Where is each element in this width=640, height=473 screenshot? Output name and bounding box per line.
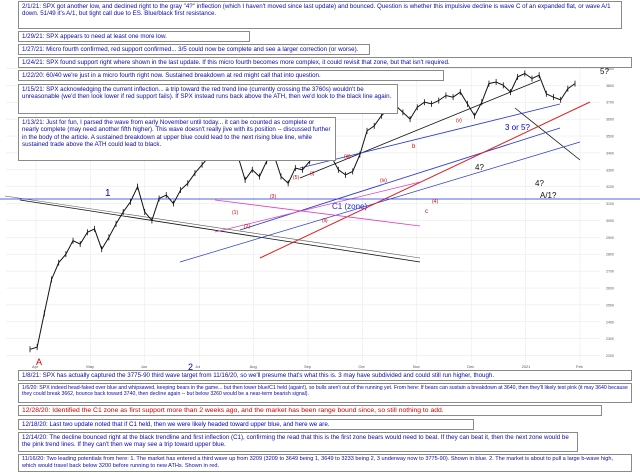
x-axis-tick-labels: Apr May Jun Jul Aug Sep Oct Nov Dec 2021 Feb xyxy=(32,364,584,369)
x-tick-label: Nov xyxy=(413,364,420,369)
note-12-14-20: 12/14/20: The decline bounced right at t… xyxy=(18,432,578,452)
red-trendline xyxy=(259,101,591,259)
wave-label-small-4: (4) xyxy=(432,199,438,205)
y-tick-label: 3200 xyxy=(606,185,614,189)
x-tick-label: Dec xyxy=(467,364,474,369)
wave-label-5-right: 5? xyxy=(600,67,609,76)
note-1-13-21: 1/13/21: Just for fun, I parsed the wave… xyxy=(18,117,336,161)
note-1-6-20: 1/6/20: SPX indeed head-faked over blue … xyxy=(18,383,632,403)
wave-label-4-a: 4? xyxy=(475,163,484,172)
note-1-15-21: 1/15/21: SPX acknowledging the current i… xyxy=(18,84,398,114)
x-tick-label: Jun xyxy=(141,364,147,369)
wave-label-A: A xyxy=(36,357,42,367)
y-tick-label: 2500 xyxy=(606,303,614,307)
blue-line-long xyxy=(179,141,581,263)
y-tick-label: 3600 xyxy=(606,118,614,122)
y-tick-label: 2700 xyxy=(606,270,614,274)
black-trendline-right xyxy=(514,107,581,161)
note-2-1-21: 2/1/21: SPX got another low, and decline… xyxy=(18,1,622,29)
y-tick-label: 3800 xyxy=(606,84,614,88)
x-tick-label: 2021 xyxy=(522,364,532,369)
y-tick-label: 3500 xyxy=(606,135,614,139)
pink-trendline-a xyxy=(214,199,421,227)
wave-label-3-or-5: 3 or 5? xyxy=(505,123,530,132)
wave-label-roman-i: (i) xyxy=(310,171,315,177)
x-tick-label: May xyxy=(86,364,94,369)
note-1-29-21: 1/29/21: SPX appears to need at least on… xyxy=(18,31,250,42)
y-tick-label: 2400 xyxy=(606,320,614,324)
black-trendline-upper xyxy=(299,79,541,179)
wave-label-small-1: (1) xyxy=(232,210,238,216)
wave-label-1: 1 xyxy=(105,188,111,199)
wave-label-roman-ii: (ii) xyxy=(322,218,328,224)
blue-channel-upper xyxy=(299,103,561,169)
y-tick-label: 3900 xyxy=(606,67,614,71)
note-1-8-21: 1/8/21: SPX has actually captured the 37… xyxy=(18,370,632,381)
x-tick-label: Jul xyxy=(195,364,200,369)
wave-label-a1: A/1? xyxy=(540,191,557,200)
y-tick-label: 2200 xyxy=(606,354,614,358)
wave-label-roman-v: (v) xyxy=(456,118,462,124)
note-12-18-20: 12/18/20: Last two update noted that if … xyxy=(18,419,474,430)
y-axis-tick-labels: 3900 3800 3700 3600 3500 3400 3300 3200 3100 3000… xyxy=(606,67,614,358)
note-1-27-21: 1/27/21: Micro fourth confirmed, red sup… xyxy=(18,44,370,55)
y-tick-label: 2800 xyxy=(606,253,614,257)
y-tick-label: 3300 xyxy=(606,168,614,172)
x-tick-label: Feb xyxy=(576,364,584,369)
pink-trendline-b xyxy=(214,181,421,233)
trend-lines xyxy=(0,79,640,263)
x-tick-label: Sep xyxy=(304,364,312,369)
y-tick-label: 2300 xyxy=(606,337,614,341)
y-tick-label: 2900 xyxy=(606,236,614,240)
wave-label-b: b xyxy=(412,144,416,150)
wave-label-c: c xyxy=(425,209,428,215)
wave-label-2: 2 xyxy=(188,362,193,372)
note-12-28-20: 12/28/20: Identified the C1 zone as firs… xyxy=(18,405,602,416)
wave-label-small-5: (5) xyxy=(293,175,299,181)
x-tick-label: Aug xyxy=(250,364,257,369)
y-tick-label: 3000 xyxy=(606,219,614,223)
x-tick-label: Oct xyxy=(358,364,365,369)
wave-label-small-3: (3) xyxy=(270,194,276,200)
y-tick-label: 3700 xyxy=(606,101,614,105)
wave-label-c1-zone: C1 (zone) xyxy=(332,202,367,211)
wave-label-roman-iv: (iv) xyxy=(380,178,387,184)
wave-label-roman-iii: (iii) xyxy=(344,154,351,160)
y-tick-label: 2600 xyxy=(606,287,614,291)
note-1-24-21: 1/24/21: SPX found support right where s… xyxy=(18,57,632,68)
x-tick-label: Apr xyxy=(32,364,39,369)
note-11-16-20: 11/16/20: Two leading potentials from he… xyxy=(18,454,632,472)
wave-label-4-b: 4? xyxy=(535,179,544,188)
note-1-22-20: 1/22/20: 60/40 we're just in a micro fou… xyxy=(18,70,444,81)
y-tick-label: 3100 xyxy=(606,202,614,206)
y-tick-label: 3400 xyxy=(606,151,614,155)
wave-label-small-2: (2) xyxy=(244,224,250,230)
black-trendline-long xyxy=(4,195,421,259)
